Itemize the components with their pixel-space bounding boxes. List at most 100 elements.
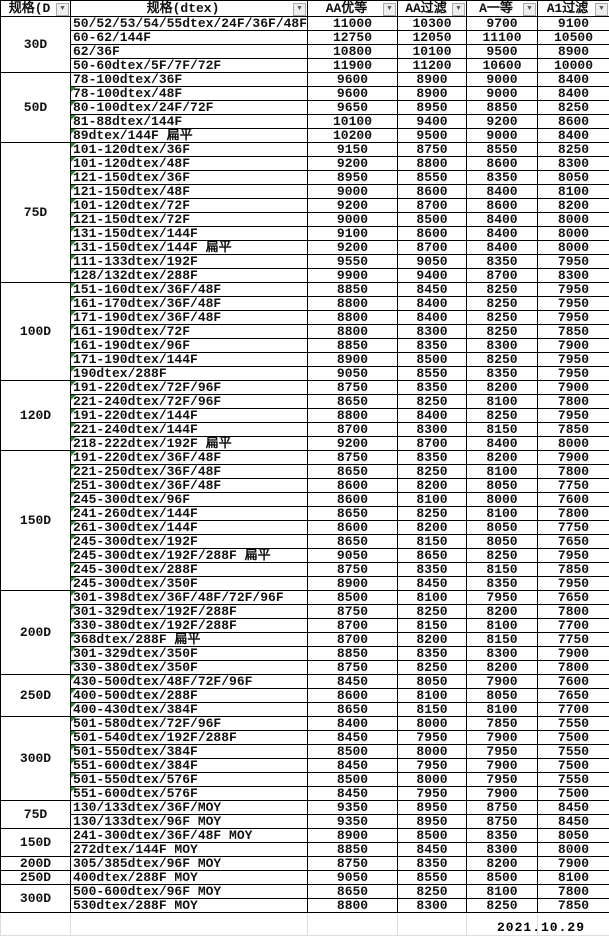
header-denier[interactable]: 规格(D ▼	[0, 0, 71, 17]
spec-cell[interactable]: 171-190dtex/36F/48F	[70, 310, 308, 325]
aa-premium-cell[interactable]: 9600	[307, 72, 398, 87]
aa-filter-cell[interactable]: 8550	[397, 870, 467, 885]
spec-cell[interactable]: 241-300dtex/36F/48F MOY	[70, 828, 308, 843]
aa-filter-cell[interactable]: 8700	[397, 198, 467, 213]
aa-premium-cell[interactable]: 9900	[307, 268, 398, 283]
a1-filter-cell[interactable]: 8600	[537, 114, 609, 129]
denier-group-cell[interactable]: 250D	[0, 674, 71, 717]
aa-premium-cell[interactable]: 8650	[307, 534, 398, 549]
spec-cell[interactable]: 221-250dtex/36F/48F	[70, 464, 308, 479]
spec-cell[interactable]: 78-100dtex/48F	[70, 86, 308, 101]
aa-premium-cell[interactable]: 8750	[307, 562, 398, 577]
a-first-cell[interactable]: 8250	[466, 296, 538, 311]
a-first-cell[interactable]: 8500	[466, 870, 538, 885]
a1-filter-cell[interactable]: 7650	[537, 590, 609, 605]
aa-filter-cell[interactable]: 8550	[397, 366, 467, 381]
a-first-cell[interactable]: 9000	[466, 128, 538, 143]
a1-filter-cell[interactable]: 7550	[537, 744, 609, 759]
aa-premium-cell[interactable]: 8750	[307, 856, 398, 871]
a-first-cell[interactable]: 8150	[466, 632, 538, 647]
aa-filter-cell[interactable]: 8550	[397, 170, 467, 185]
aa-filter-cell[interactable]: 7950	[397, 730, 467, 745]
empty-cell[interactable]	[0, 912, 71, 936]
aa-filter-cell[interactable]: 8350	[397, 380, 467, 395]
a-first-cell[interactable]: 9200	[466, 114, 538, 129]
a-first-cell[interactable]: 8400	[466, 240, 538, 255]
a-first-cell[interactable]: 8050	[466, 688, 538, 703]
denier-group-cell[interactable]: 200D	[0, 590, 71, 675]
a1-filter-cell[interactable]: 7700	[537, 702, 609, 717]
aa-premium-cell[interactable]: 9200	[307, 198, 398, 213]
aa-premium-cell[interactable]: 11900	[307, 58, 398, 73]
spec-cell[interactable]: 330-380dtex/350F	[70, 660, 308, 675]
spec-cell[interactable]: 272dtex/144F MOY	[70, 842, 308, 857]
a1-filter-cell[interactable]: 7950	[537, 310, 609, 325]
a-first-cell[interactable]: 7950	[466, 772, 538, 787]
denier-group-cell[interactable]: 150D	[0, 828, 71, 857]
aa-filter-cell[interactable]: 8950	[397, 100, 467, 115]
aa-premium-cell[interactable]: 8650	[307, 464, 398, 479]
a-first-cell[interactable]: 8050	[466, 534, 538, 549]
a1-filter-cell[interactable]: 7850	[537, 422, 609, 437]
aa-premium-cell[interactable]: 8900	[307, 828, 398, 843]
a1-filter-cell[interactable]: 8250	[537, 142, 609, 157]
aa-premium-cell[interactable]: 8600	[307, 478, 398, 493]
spec-cell[interactable]: 305/385dtex/96F MOY	[70, 856, 308, 871]
a-first-cell[interactable]: 7900	[466, 730, 538, 745]
aa-premium-cell[interactable]: 8850	[307, 646, 398, 661]
a1-filter-cell[interactable]: 10500	[537, 30, 609, 45]
a-first-cell[interactable]: 8350	[466, 366, 538, 381]
aa-premium-cell[interactable]: 8700	[307, 422, 398, 437]
a1-filter-cell[interactable]: 7800	[537, 464, 609, 479]
aa-filter-cell[interactable]: 7950	[397, 786, 467, 801]
spec-cell[interactable]: 245-300dtex/350F	[70, 576, 308, 591]
aa-filter-cell[interactable]: 8200	[397, 632, 467, 647]
a1-filter-cell[interactable]: 8400	[537, 72, 609, 87]
spec-cell[interactable]: 245-300dtex/192F/288F 扁平	[70, 548, 308, 563]
a-first-cell[interactable]: 8300	[466, 646, 538, 661]
aa-premium-cell[interactable]: 8600	[307, 688, 398, 703]
a-first-cell[interactable]: 8400	[466, 436, 538, 451]
aa-premium-cell[interactable]: 9200	[307, 436, 398, 451]
spec-cell[interactable]: 251-300dtex/36F/48F	[70, 478, 308, 493]
aa-filter-cell[interactable]: 8700	[397, 240, 467, 255]
spec-cell[interactable]: 551-600dtex/384F	[70, 758, 308, 773]
denier-group-cell[interactable]: 50D	[0, 72, 71, 143]
a1-filter-cell[interactable]: 7600	[537, 492, 609, 507]
aa-filter-cell[interactable]: 8800	[397, 156, 467, 171]
denier-group-cell[interactable]: 120D	[0, 380, 71, 451]
aa-filter-cell[interactable]: 8250	[397, 660, 467, 675]
a-first-cell[interactable]: 8600	[466, 198, 538, 213]
spec-cell[interactable]: 161-170dtex/36F/48F	[70, 296, 308, 311]
a1-filter-cell[interactable]: 7850	[537, 562, 609, 577]
aa-premium-cell[interactable]: 9100	[307, 226, 398, 241]
a-first-cell[interactable]: 8250	[466, 898, 538, 913]
aa-filter-cell[interactable]: 8400	[397, 408, 467, 423]
dropdown-arrow-icon[interactable]: ▼	[383, 3, 396, 16]
aa-premium-cell[interactable]: 8800	[307, 296, 398, 311]
a-first-cell[interactable]: 8250	[466, 310, 538, 325]
a-first-cell[interactable]: 8050	[466, 478, 538, 493]
a-first-cell[interactable]: 8250	[466, 324, 538, 339]
spec-cell[interactable]: 78-100dtex/36F	[70, 72, 308, 87]
aa-premium-cell[interactable]: 9650	[307, 100, 398, 115]
aa-premium-cell[interactable]: 8750	[307, 604, 398, 619]
a1-filter-cell[interactable]: 7800	[537, 660, 609, 675]
aa-premium-cell[interactable]: 8800	[307, 310, 398, 325]
spec-cell[interactable]: 80-100dtex/24F/72F	[70, 100, 308, 115]
aa-premium-cell[interactable]: 8450	[307, 786, 398, 801]
spec-cell[interactable]: 301-329dtex/192F/288F	[70, 604, 308, 619]
aa-filter-cell[interactable]: 8750	[397, 142, 467, 157]
aa-premium-cell[interactable]: 8650	[307, 884, 398, 899]
spec-cell[interactable]: 501-550dtex/576F	[70, 772, 308, 787]
a-first-cell[interactable]: 8200	[466, 856, 538, 871]
aa-premium-cell[interactable]: 9350	[307, 814, 398, 829]
aa-filter-cell[interactable]: 8500	[397, 828, 467, 843]
aa-filter-cell[interactable]: 8600	[397, 226, 467, 241]
spec-cell[interactable]: 191-220dtex/72F/96F	[70, 380, 308, 395]
a-first-cell[interactable]: 9000	[466, 72, 538, 87]
a-first-cell[interactable]: 7950	[466, 590, 538, 605]
spec-cell[interactable]: 245-300dtex/288F	[70, 562, 308, 577]
spec-cell[interactable]: 301-398dtex/36F/48F/72F/96F	[70, 590, 308, 605]
header-aa-filter[interactable]: AA过滤 ▼	[397, 0, 467, 17]
